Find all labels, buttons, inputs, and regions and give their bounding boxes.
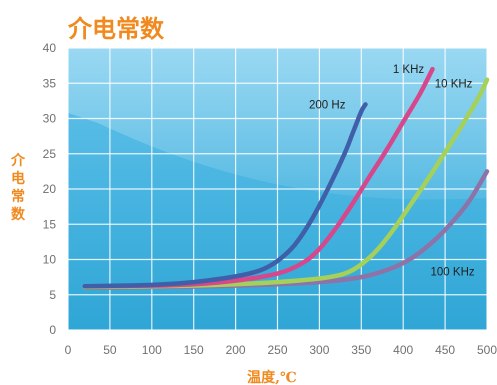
y-tick-label: 10 xyxy=(43,253,57,267)
y-tick-label: 0 xyxy=(49,323,56,337)
series-label-200-hz: 200 Hz xyxy=(309,99,346,111)
x-tick-label: 350 xyxy=(351,343,371,357)
y-tick-label: 40 xyxy=(43,41,57,55)
x-tick-label: 300 xyxy=(309,343,329,357)
series-label-1-khz: 1 KHz xyxy=(393,64,425,76)
y-tick-label: 30 xyxy=(43,112,57,126)
series-label-10-khz: 10 KHz xyxy=(435,78,473,90)
x-tick-label: 250 xyxy=(267,343,287,357)
x-tick-label: 200 xyxy=(226,343,246,357)
y-axis-label: 介电常数 xyxy=(10,152,26,223)
x-tick-label: 500 xyxy=(477,343,497,357)
x-tick-label: 450 xyxy=(435,343,455,357)
y-tick-label: 15 xyxy=(43,217,57,231)
x-axis-label: 温度,℃ xyxy=(247,369,297,385)
x-tick-label: 150 xyxy=(184,343,204,357)
tick-labels: 0 50 100 150 200 250 300 350 400 450 500 0 5 10 15 20 25… xyxy=(43,41,497,357)
y-tick-label: 35 xyxy=(43,76,57,90)
series-labels: 200 Hz 1 KHz 10 KHz 100 KHz xyxy=(309,64,475,278)
series-lines xyxy=(82,66,490,290)
x-tick-label: 100 xyxy=(142,343,162,357)
y-tick-label: 20 xyxy=(43,182,57,196)
x-tick-label: 0 xyxy=(65,343,72,357)
series-label-100-khz: 100 KHz xyxy=(431,266,475,278)
y-tick-label: 25 xyxy=(43,147,57,161)
chart-title: 介电常数 xyxy=(67,14,165,43)
y-tick-label: 5 xyxy=(49,288,56,302)
series-line-200-hz xyxy=(82,102,368,289)
x-tick-label: 400 xyxy=(393,343,413,357)
x-tick-label: 50 xyxy=(103,343,117,357)
